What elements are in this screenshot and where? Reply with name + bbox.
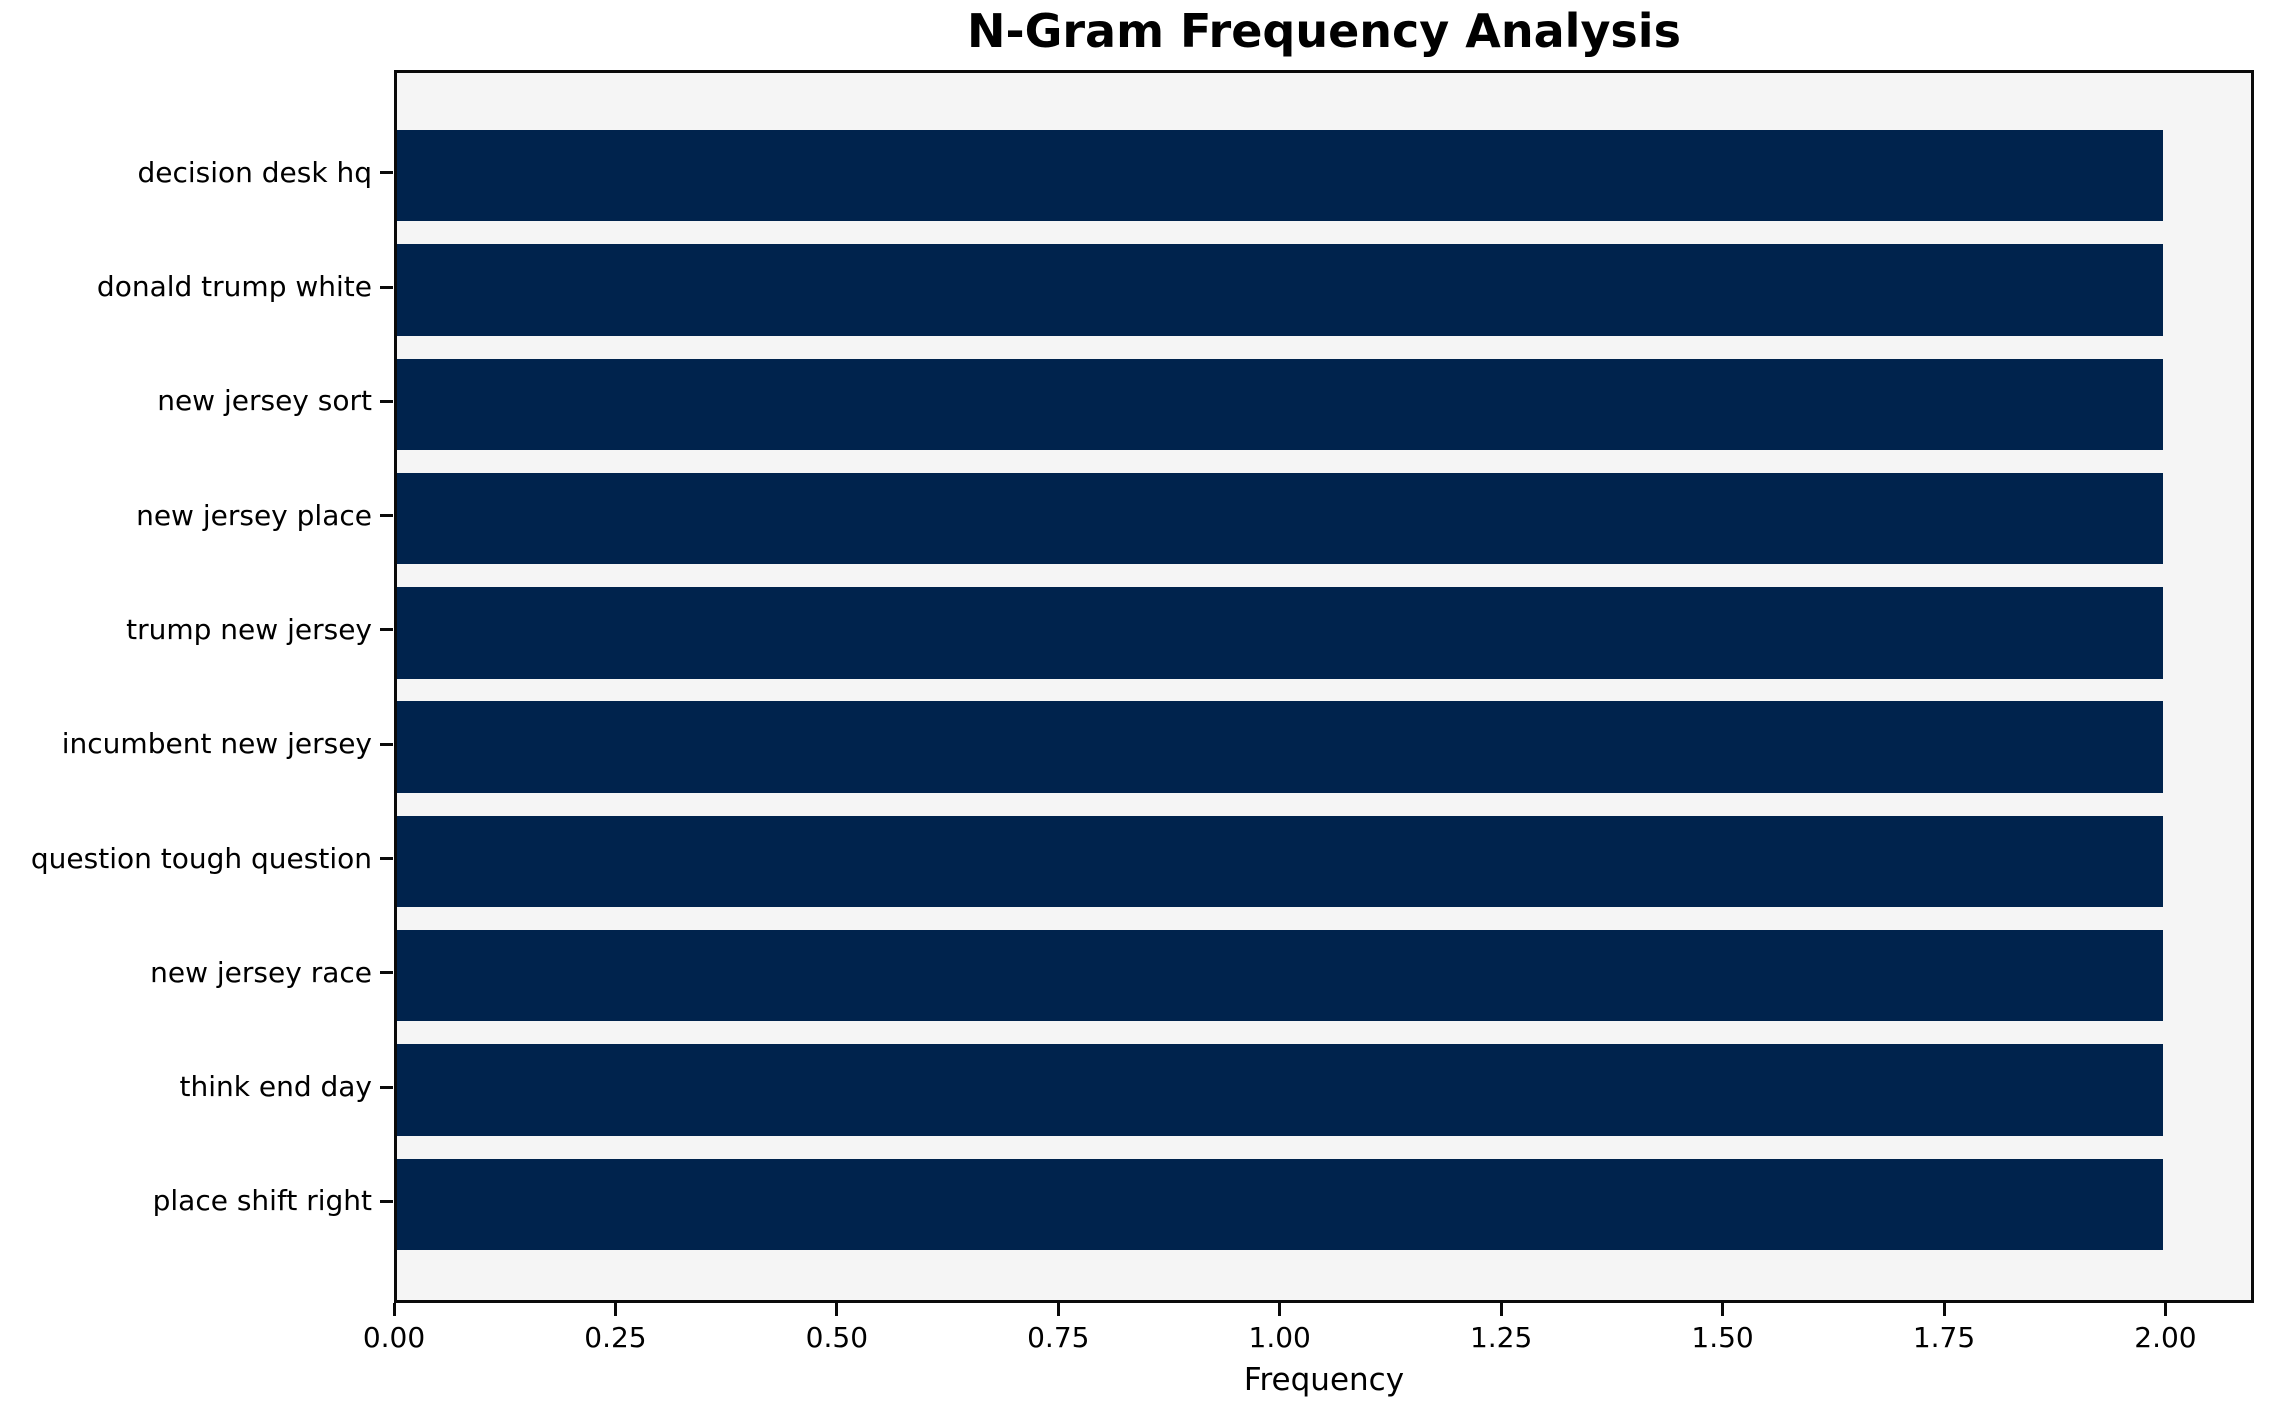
bar-trump-new-jersey [397, 587, 2163, 679]
y-tick-mark [380, 742, 393, 746]
y-tick-mark [380, 1085, 393, 1089]
y-tick-label: new jersey sort [157, 384, 372, 418]
y-tick-label: think end day [179, 1070, 372, 1104]
y-tick-mark [380, 628, 393, 632]
chart-title: N-Gram Frequency Analysis [967, 4, 1681, 58]
y-tick-label: question tough question [30, 841, 372, 875]
bar-row [397, 244, 2251, 336]
x-tick-label: 0.50 [805, 1321, 869, 1354]
x-tick-mark [613, 1303, 617, 1316]
bar-row [397, 587, 2251, 679]
bar-question-tough-question [397, 815, 2163, 908]
x-tick-mark [835, 1303, 839, 1316]
bar-row [397, 815, 2251, 908]
y-tick-label: place shift right [152, 1184, 372, 1218]
bar-row [397, 472, 2251, 565]
bars-container [397, 73, 2251, 1300]
y-tick-mark [380, 399, 393, 403]
bar-incumbent-new-jersey [397, 701, 2163, 793]
x-tick-label: 0.25 [584, 1321, 647, 1354]
x-tick-mark [1278, 1303, 1282, 1316]
y-tick-label: incumbent new jersey [61, 727, 372, 761]
x-tick-mark [1499, 1303, 1503, 1316]
bar-donald-trump-white [397, 244, 2163, 336]
x-axis-label: Frequency [1243, 1362, 1405, 1398]
bar-row [397, 1044, 2251, 1136]
plot-area [394, 70, 2254, 1303]
y-tick-label: decision desk hq [137, 155, 372, 189]
y-tick-mark [380, 857, 393, 860]
bar-row [397, 358, 2251, 450]
y-tick-label: donald trump white [96, 270, 372, 303]
bar-new-jersey-race [397, 929, 2163, 1022]
bar-row [397, 929, 2251, 1022]
y-tick-mark [380, 285, 393, 289]
bar-think-end-day [397, 1044, 2163, 1136]
x-tick-label: 1.50 [1691, 1321, 1754, 1354]
bar-decision-desk-hq [397, 130, 2163, 222]
x-tick-label: 1.00 [1248, 1321, 1311, 1354]
x-tick-mark [1942, 1303, 1946, 1316]
bar-new-jersey-place [397, 472, 2163, 565]
y-tick-mark [380, 1199, 393, 1203]
bar-row [397, 701, 2251, 793]
x-tick-label: 1.25 [1469, 1321, 1533, 1354]
x-tick-label: 1.75 [1912, 1321, 1976, 1354]
y-tick-label: new jersey race [150, 955, 372, 989]
bar-new-jersey-sort [397, 358, 2163, 450]
x-tick-mark [2163, 1303, 2167, 1316]
y-tick-label: trump new jersey [126, 612, 372, 646]
x-tick-label: 0.75 [1027, 1321, 1090, 1354]
bar-row [397, 1158, 2251, 1250]
y-tick-mark [380, 171, 393, 175]
x-tick-mark [1056, 1303, 1060, 1316]
y-tick-mark [380, 971, 393, 975]
x-tick-label: 2.00 [2134, 1321, 2197, 1354]
y-tick-label: new jersey place [136, 498, 372, 532]
bar-place-shift-right [397, 1158, 2163, 1250]
bar-row [397, 130, 2251, 222]
x-tick-mark [1721, 1303, 1725, 1316]
x-tick-mark [392, 1303, 396, 1316]
y-tick-mark [380, 514, 393, 518]
x-tick-label: 0.00 [362, 1321, 426, 1354]
